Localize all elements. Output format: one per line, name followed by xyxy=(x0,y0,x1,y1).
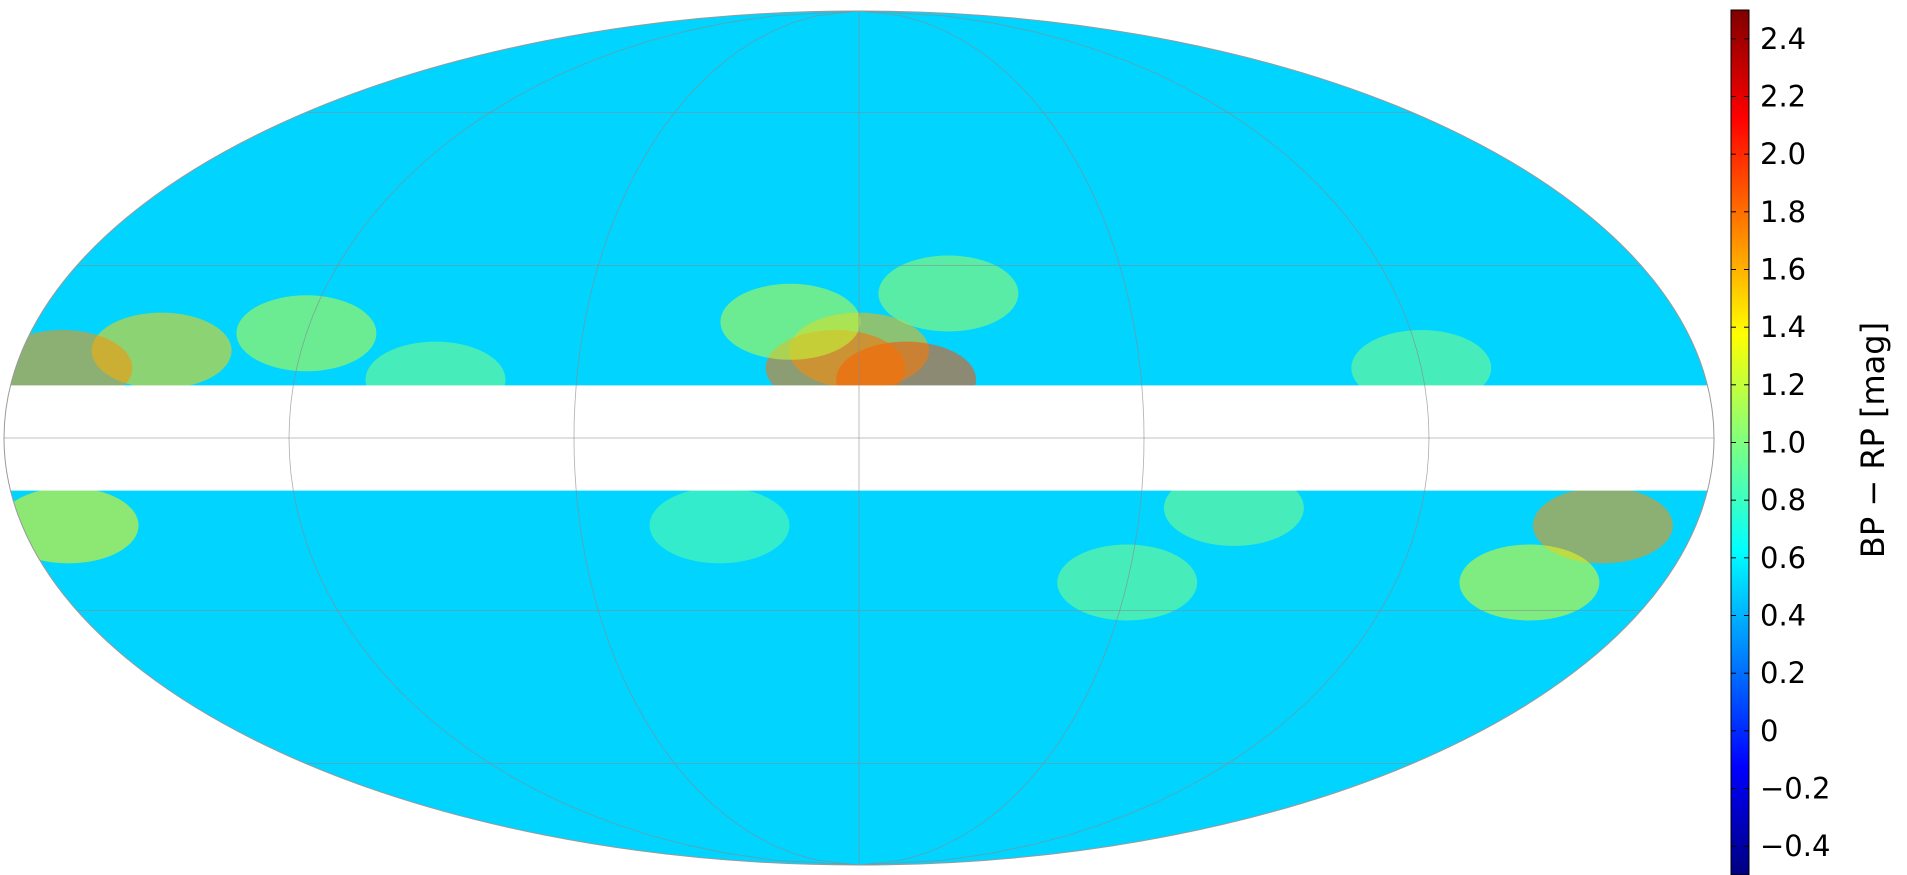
color-patch xyxy=(4,487,139,564)
colorbar-tick-label: 2.4 xyxy=(1760,22,1806,56)
colorbar-tick-label: 1.4 xyxy=(1760,310,1806,344)
color-patch xyxy=(878,255,1019,332)
colorbar-tick-label: 1.0 xyxy=(1760,426,1806,460)
map-outline xyxy=(3,10,1715,866)
color-patch xyxy=(720,283,861,360)
graticule-grid xyxy=(4,11,1714,865)
mollweide-map xyxy=(3,10,1715,866)
colorbar-tick-label: 0.2 xyxy=(1760,656,1806,690)
colorbar-tick-label: 0.8 xyxy=(1760,483,1806,517)
color-patches xyxy=(4,255,1673,621)
colorbar-tick-label: 2.2 xyxy=(1760,80,1806,114)
colorbar-tick-label: 0 xyxy=(1760,714,1778,748)
colorbar-ticks: 2.4 2.2 2.0 1.8 1.6 1.4 1.2 1.0 0.8 0.6 0.4 0.2 0 −0.… xyxy=(1731,22,1830,863)
colorbar-tick-label: 2.0 xyxy=(1760,137,1806,171)
colorbar-tick-label: −0.2 xyxy=(1760,772,1830,806)
colorbar-tick-label: 0.6 xyxy=(1760,541,1806,575)
colorbar-tick-label: 1.2 xyxy=(1760,368,1806,402)
colorbar-tick-label: 1.8 xyxy=(1760,195,1806,229)
color-patch xyxy=(1532,487,1673,564)
colorbar-tick-label: 0.4 xyxy=(1760,599,1806,633)
colorbar-tick-label: −0.4 xyxy=(1760,829,1830,863)
color-patch xyxy=(1459,544,1600,621)
color-patch xyxy=(649,487,790,564)
colorbar-tick-label: 1.6 xyxy=(1760,253,1806,287)
colorbar-title: BP − RP [mag] xyxy=(1854,322,1892,558)
colorbar: 2.4 2.2 2.0 1.8 1.6 1.4 1.2 1.0 0.8 0.6 0.4 0.2 0 −0.… xyxy=(1730,9,1892,875)
